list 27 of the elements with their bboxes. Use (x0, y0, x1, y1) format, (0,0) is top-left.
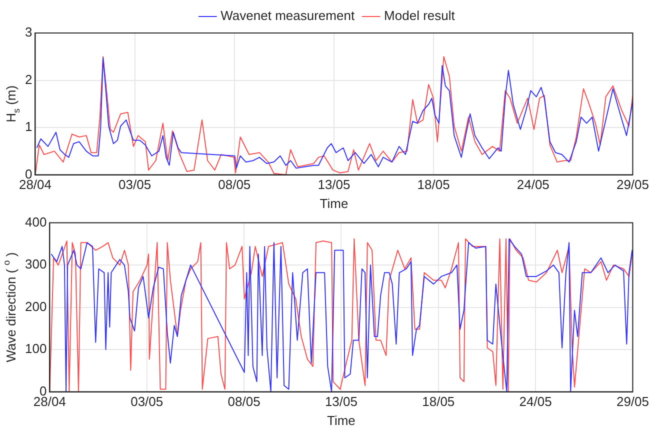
y-tick-label: 100 (24, 341, 47, 356)
y-tick-label: 2 (24, 72, 32, 87)
x-tick-label: 03/05 (130, 394, 164, 410)
x-axis-title: Time (327, 412, 356, 428)
y-tick-label: 3 (24, 24, 32, 40)
x-tick-label: 28/04 (33, 394, 66, 410)
y-axis-title: Hs (m) (4, 85, 22, 122)
x-tick-label: 18/05 (422, 394, 455, 410)
y-tick-label: 300 (24, 256, 47, 272)
y-axis-title: Wave direction ( o ) (1, 252, 19, 362)
x-tick-label: 28/04 (18, 177, 52, 192)
y-tick-label: 400 (24, 214, 47, 230)
x-tick-label: 13/05 (318, 177, 350, 192)
x-tick-label: 24/05 (519, 394, 552, 410)
y-tick-label: 1 (24, 119, 32, 134)
x-tick-label: 29/05 (616, 177, 650, 192)
x-tick-label: 18/05 (417, 177, 450, 192)
x-tick-label: 03/05 (118, 177, 152, 192)
x-axis-title: Time (320, 196, 348, 211)
x-tick-label: 13/05 (324, 394, 358, 410)
x-tick-label: 08/05 (218, 177, 251, 192)
legend-label: Model result (384, 8, 456, 24)
legend-label: Wavenet measurement (220, 8, 355, 24)
x-tick-label: 24/05 (516, 177, 550, 192)
x-tick-label: 08/05 (228, 394, 260, 410)
x-tick-label: 29/05 (616, 394, 650, 410)
y-tick-label: 200 (24, 298, 47, 314)
